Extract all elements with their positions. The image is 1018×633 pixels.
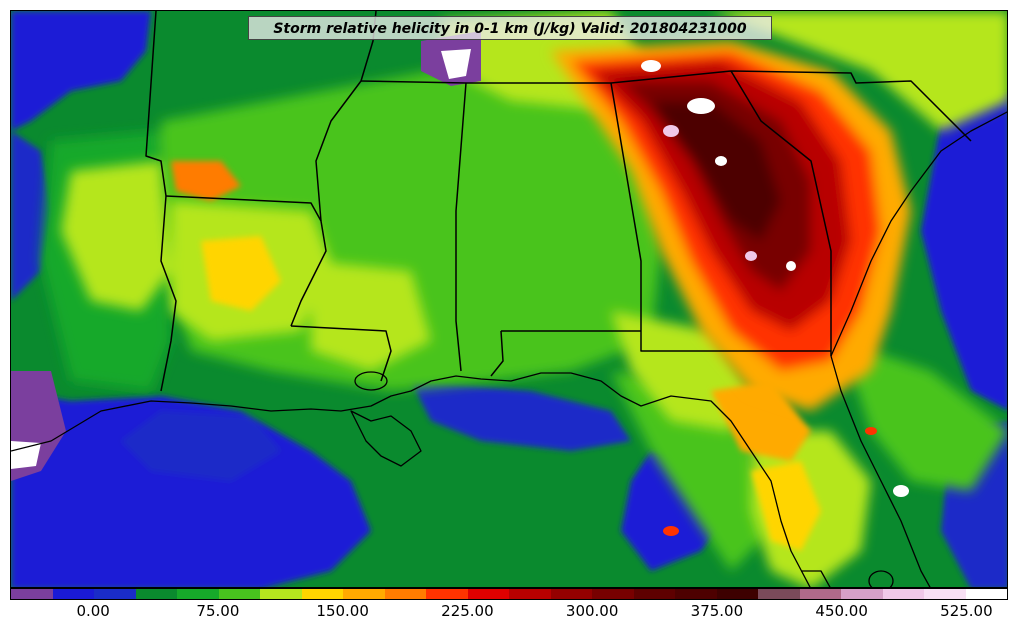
colorbar-segment	[384, 589, 426, 599]
colorbar-segment	[758, 589, 800, 599]
state-boundaries	[145, 11, 972, 392]
map-panel: Storm relative helicity in 0-1 km (J/kg)…	[10, 10, 1008, 588]
colorbar-segment	[218, 589, 260, 599]
colorbar-segment	[94, 589, 136, 599]
colorbar-tick-label: 525.00	[940, 602, 993, 620]
colorbar-tick-label: 375.00	[690, 602, 744, 620]
colorbar-tick-label: 150.00	[316, 602, 369, 620]
colorbar-tick-label: 75.00	[196, 602, 240, 620]
colorbar-segment	[592, 589, 634, 599]
colorbar-segment	[11, 589, 53, 599]
colorbar-segment	[509, 589, 551, 599]
colorbar-segment	[965, 589, 1007, 599]
high-helicity-core	[551, 41, 911, 411]
colorbar-tick-label: 225.00	[441, 602, 494, 620]
colorbar-segment	[343, 589, 385, 599]
colorbar-labels: 0.00 75.00 150.00 225.00 300.00 375.00 450.00 5…	[10, 602, 1008, 624]
colorbar-tick-label: 450.00	[815, 602, 868, 620]
colorbar-segment	[841, 589, 883, 599]
colorbar-segment	[426, 589, 468, 599]
colorbar-segment	[799, 589, 841, 599]
colorbar-segment	[550, 589, 592, 599]
helicity-map	[11, 11, 1007, 587]
colorbar-segment	[135, 589, 177, 599]
colorbar	[10, 588, 1008, 600]
colorbar-segment	[924, 589, 966, 599]
map-title: Storm relative helicity in 0-1 km (J/kg)…	[248, 16, 772, 40]
colorbar-segment	[301, 589, 343, 599]
colorbar-segment	[716, 589, 758, 599]
colorbar-tick-label: 0.00	[76, 602, 110, 620]
colorbar-segment	[882, 589, 924, 599]
colorbar-segment	[633, 589, 675, 599]
low-helicity-regions	[11, 11, 1007, 587]
colorbar-segment	[52, 589, 94, 599]
colorbar-segment	[675, 589, 717, 599]
colorbar-segment	[467, 589, 509, 599]
colorbar-tick-label: 300.00	[565, 602, 619, 620]
max-helicity-spots	[11, 31, 909, 536]
coastlines	[11, 111, 1007, 587]
colorbar-segment	[177, 589, 219, 599]
colorbar-segment	[260, 589, 302, 599]
